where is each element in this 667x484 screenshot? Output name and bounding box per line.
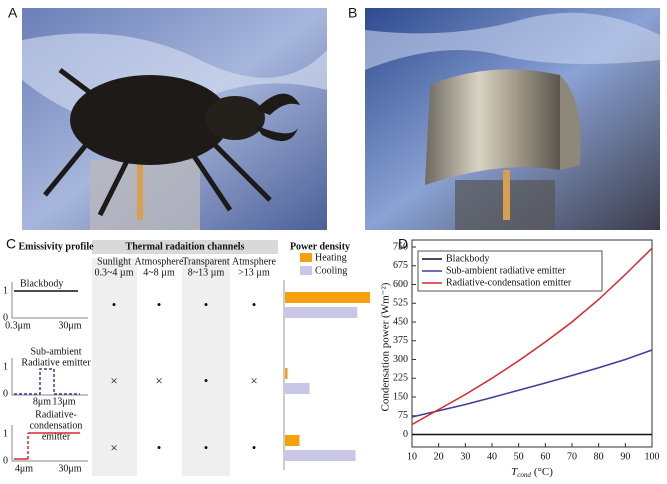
heating-bar bbox=[285, 368, 288, 379]
panel-label: A bbox=[8, 5, 18, 21]
series-line bbox=[411, 247, 653, 426]
profile-label: Sub-ambient bbox=[30, 346, 81, 357]
panel-label: B bbox=[348, 5, 357, 21]
x-label-unit: (°C) bbox=[534, 466, 553, 478]
channel-mark: × bbox=[110, 440, 117, 455]
channel-label: Sunlight bbox=[97, 256, 131, 267]
photo-a bbox=[22, 8, 327, 230]
x-tick-label: 40 bbox=[487, 451, 497, 462]
channels-header: Thermal radaition channels bbox=[126, 241, 245, 252]
x-label-main: T bbox=[511, 466, 518, 478]
x-tick-label: 80 bbox=[594, 451, 604, 462]
channel-mark: × bbox=[110, 373, 117, 388]
y-tick-label: 525 bbox=[393, 298, 408, 309]
y-label: 1 bbox=[3, 361, 8, 372]
legend-label: Sub-ambient radiative emitter bbox=[446, 265, 566, 276]
x-label: 30μm bbox=[58, 463, 81, 474]
legend-label: Heating bbox=[315, 252, 347, 263]
legend-label: Cooling bbox=[315, 265, 347, 276]
x-tick-label: 70 bbox=[567, 451, 577, 462]
legend-box bbox=[417, 250, 603, 292]
y-tick-label: 675 bbox=[393, 260, 408, 271]
y-tick-label: 0 bbox=[403, 429, 408, 440]
channel-label: Transparent bbox=[182, 256, 230, 267]
channel-label: 0.3~4 µm bbox=[95, 267, 134, 278]
channel-label: Atmsphere bbox=[232, 256, 276, 267]
channel-label: 4~8 µm bbox=[143, 267, 175, 278]
channel-mark: • bbox=[252, 297, 257, 312]
legend-label: Blackbody bbox=[446, 253, 489, 264]
x-tick-label: 10 bbox=[407, 451, 417, 462]
channel-mark: • bbox=[204, 373, 209, 388]
y-label: 1 bbox=[3, 285, 8, 296]
y-tick-label: 75 bbox=[398, 410, 408, 421]
profile-label: Radiative- bbox=[35, 409, 77, 420]
y-tick-label: 450 bbox=[393, 316, 408, 327]
x-axis-label: Tcond (°C) bbox=[511, 466, 553, 479]
heating-bar bbox=[285, 292, 370, 303]
y-label: 1 bbox=[3, 428, 8, 439]
profile-line bbox=[14, 368, 80, 395]
legend-swatch bbox=[300, 253, 312, 262]
y-tick-label: 225 bbox=[393, 373, 408, 384]
x-tick-label: 90 bbox=[620, 451, 630, 462]
channel-label: 8~13 µm bbox=[188, 267, 225, 278]
cooling-bar bbox=[285, 383, 310, 394]
y-label: 0 bbox=[3, 455, 8, 466]
x-label: 4μm bbox=[15, 463, 33, 474]
legend-swatch bbox=[300, 266, 312, 275]
x-label-sub: cond bbox=[517, 471, 531, 479]
photo-b bbox=[365, 8, 660, 230]
profile-label: Blackbody bbox=[20, 278, 63, 289]
profile-axes bbox=[11, 282, 88, 462]
channel-mark: • bbox=[252, 440, 257, 455]
y-label: 0 bbox=[3, 388, 8, 399]
channel-mark: • bbox=[157, 440, 162, 455]
cooling-bar bbox=[285, 450, 356, 461]
series-line bbox=[411, 349, 653, 418]
plot-frame bbox=[411, 239, 653, 448]
y-tick-label: 300 bbox=[393, 354, 408, 365]
x-tick-label: 20 bbox=[434, 451, 444, 462]
panel-label: C bbox=[6, 236, 16, 252]
profile-label: condensation bbox=[30, 420, 83, 431]
header: Emissivity profile bbox=[18, 241, 94, 252]
header: Power density bbox=[290, 241, 350, 252]
x-tick-label: 60 bbox=[540, 451, 550, 462]
channel-mark: • bbox=[112, 297, 117, 312]
panel-label: D bbox=[398, 236, 408, 252]
x-tick-label: 50 bbox=[514, 451, 524, 462]
y-tick-label: 600 bbox=[393, 279, 408, 290]
x-label: 0.3μm bbox=[5, 320, 31, 331]
y-label: 0 bbox=[3, 312, 8, 323]
cooling-bar bbox=[285, 307, 358, 318]
channel-label: Atmosphere bbox=[135, 256, 184, 267]
y-tick-label: 375 bbox=[393, 335, 408, 346]
channel-mark: • bbox=[204, 440, 209, 455]
panel-c: Thermal radaition channels Emissivity pr… bbox=[11, 240, 350, 476]
y-tick-label: 750 bbox=[393, 241, 408, 252]
y-axis-label: Condensation power (Wm⁻²) bbox=[380, 282, 392, 411]
x-label: 30μm bbox=[58, 320, 81, 331]
profile-label: emitter bbox=[42, 431, 71, 442]
profile-label: Radiative emitter bbox=[21, 357, 91, 368]
x-label: 8μm bbox=[33, 396, 51, 407]
x-tick-label: 30 bbox=[460, 451, 470, 462]
channel-mark: × bbox=[250, 373, 257, 388]
channel-label: >13 µm bbox=[238, 267, 270, 278]
channel-mark: • bbox=[157, 297, 162, 312]
y-tick-label: 150 bbox=[393, 391, 408, 402]
channel-mark: • bbox=[204, 297, 209, 312]
channel-mark: × bbox=[155, 373, 162, 388]
x-label: 13μm bbox=[52, 396, 75, 407]
heating-bar bbox=[285, 435, 300, 446]
x-tick-label: 100 bbox=[645, 451, 660, 462]
legend-label: Radiative-condensation emitter bbox=[446, 277, 572, 288]
